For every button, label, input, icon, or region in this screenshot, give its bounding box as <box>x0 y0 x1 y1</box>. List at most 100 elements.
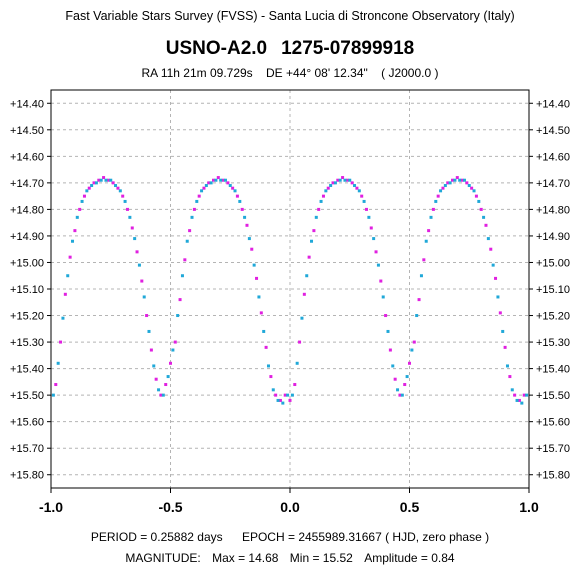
data-point <box>94 181 98 185</box>
x-axis: -1.0 -0.5 0.0 0.5 1.0 <box>39 488 539 515</box>
data-point <box>494 276 498 280</box>
data-point <box>307 255 311 259</box>
data-point <box>317 207 321 211</box>
y-tick-label: +14.60 <box>10 151 44 163</box>
data-point <box>367 215 371 219</box>
y-tick-label: +15.20 <box>10 311 44 323</box>
data-point <box>369 226 373 230</box>
data-point <box>214 178 218 182</box>
data-point <box>305 274 309 278</box>
y-tick-label: +15.40 <box>536 364 570 376</box>
data-point <box>341 176 345 180</box>
data-point <box>245 223 249 227</box>
y-axis-right: +14.40 +14.50 +14.60 +14.70 +14.80 +14.90 +15.… <box>529 98 570 482</box>
data-point <box>484 223 488 227</box>
data-point <box>403 383 407 387</box>
data-point <box>202 186 206 190</box>
data-point <box>102 176 106 180</box>
data-point <box>503 345 507 349</box>
data-point <box>121 194 125 198</box>
y-axis-left: +14.40 +14.50 +14.60 +14.70 +14.80 +14.90 +15.… <box>10 98 51 482</box>
data-point <box>97 178 101 182</box>
data-point <box>140 279 144 283</box>
data-point <box>204 184 208 188</box>
data-point <box>56 361 60 365</box>
data-point <box>240 207 244 211</box>
y-tick-label: +14.50 <box>10 125 44 137</box>
data-point <box>255 276 259 280</box>
data-point <box>439 189 443 193</box>
declination: DE +44° 08' 12.34" <box>266 66 368 80</box>
data-point <box>348 178 352 182</box>
data-point <box>362 199 366 203</box>
magnitude-line: MAGNITUDE: Max = 14.68 Min = 15.52 Ampli… <box>0 551 580 565</box>
data-point <box>312 229 316 233</box>
data-point <box>474 194 478 198</box>
data-point <box>462 178 466 182</box>
data-point <box>252 263 256 267</box>
epoch-text: EPOCH = 2455989.31667 ( HJD, zero phase … <box>241 530 490 544</box>
y-tick-label: +15.50 <box>536 390 570 402</box>
data-point <box>169 361 172 365</box>
data-point <box>216 176 220 180</box>
data-point <box>87 186 91 190</box>
y-tick-label: +15.60 <box>536 417 570 429</box>
data-point <box>66 274 70 278</box>
data-point <box>522 393 526 397</box>
data-point <box>247 237 251 241</box>
y-tick-label: +15.00 <box>10 257 44 269</box>
y-tick-label: +14.90 <box>10 231 44 243</box>
data-point <box>238 199 242 203</box>
data-point <box>207 181 211 185</box>
data-point <box>510 388 514 392</box>
data-point <box>75 215 79 219</box>
data-point <box>300 316 304 320</box>
data-point <box>431 207 435 211</box>
y-tick-label: +15.70 <box>536 443 570 455</box>
y-tick-label: +14.40 <box>536 98 570 110</box>
data-point <box>61 316 65 320</box>
data-point <box>188 229 192 233</box>
data-point <box>200 189 204 193</box>
y-tick-label: +15.30 <box>10 337 44 349</box>
data-point <box>505 364 509 368</box>
data-point <box>63 292 67 296</box>
coordinate-epoch: ( J2000.0 ) <box>381 66 439 80</box>
data-point <box>460 178 464 182</box>
data-point <box>51 393 55 397</box>
data-point <box>106 178 110 182</box>
data-point <box>386 329 390 333</box>
data-point <box>374 250 378 254</box>
data-point <box>157 388 161 392</box>
data-point <box>310 239 314 243</box>
data-point <box>192 207 196 211</box>
data-point <box>80 199 84 203</box>
y-tick-label: +15.50 <box>10 390 44 402</box>
data-point <box>458 178 462 182</box>
data-point <box>429 215 433 219</box>
data-point <box>357 189 361 193</box>
y-tick-label: +15.80 <box>536 470 570 482</box>
star-id: 1275-07899918 <box>281 38 415 59</box>
data-point <box>147 329 151 333</box>
y-tick-label: +15.10 <box>10 284 44 296</box>
data-point <box>183 258 187 262</box>
data-point <box>408 361 411 365</box>
data-point <box>288 398 292 402</box>
data-point <box>513 393 517 397</box>
data-point <box>135 250 139 254</box>
data-point <box>221 178 225 182</box>
y-tick-label: +15.70 <box>10 443 44 455</box>
data-point <box>276 398 280 402</box>
data-point <box>171 348 175 352</box>
data-point <box>235 194 239 198</box>
data-point <box>331 181 335 185</box>
data-point <box>353 184 357 188</box>
magnitude-min: Min = 15.52 <box>289 551 353 565</box>
data-point <box>164 383 168 387</box>
data-point <box>68 255 72 259</box>
data-point <box>154 377 158 381</box>
y-tick-label: +15.40 <box>10 364 44 376</box>
data-point <box>398 393 402 397</box>
period-epoch-line: PERIOD = 0.25882 days EPOCH = 2455989.31… <box>0 530 580 544</box>
